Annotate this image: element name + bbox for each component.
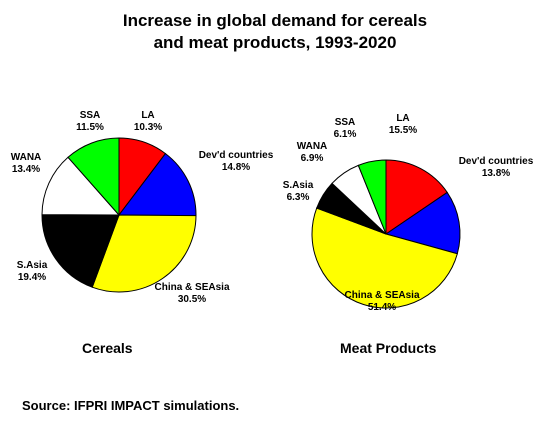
meat-value-dev-d-countries: 13.8% bbox=[482, 168, 510, 179]
cereals-caption: Cereals bbox=[82, 340, 133, 356]
title-line-2: and meat products, 1993-2020 bbox=[153, 33, 397, 52]
cereals-value-wana: 13.4% bbox=[12, 164, 40, 175]
cereals-value-s-asia: 19.4% bbox=[18, 272, 46, 283]
cereals-slice-s-asia bbox=[41, 214, 120, 288]
meat-slice-china-seasia bbox=[311, 207, 458, 309]
meat-slice-la bbox=[385, 159, 448, 235]
title-line-1: Increase in global demand for cereals bbox=[122, 11, 428, 30]
cereals-slice-ssa bbox=[67, 137, 120, 217]
cereals-label-s-asia: S.Asia bbox=[17, 260, 48, 271]
meat-label-la: LA bbox=[396, 113, 409, 124]
meat-label-dev-d-countries: Dev'd countries bbox=[459, 156, 534, 167]
meat-slice-dev-d-countries bbox=[384, 191, 461, 255]
source-note: Source: IFPRI IMPACT simulations. bbox=[22, 398, 240, 413]
cereals-label-china-seasia: China & SEAsia bbox=[154, 282, 229, 293]
cereals-slice-wana bbox=[41, 156, 121, 216]
cereals-label-ssa: SSA bbox=[80, 110, 101, 121]
meat-slice-ssa bbox=[357, 159, 387, 235]
cereals-slice-china-seasia bbox=[91, 214, 197, 293]
meat-label-china-seasia: China & SEAsia bbox=[344, 290, 419, 301]
meat-label-ssa: SSA bbox=[335, 117, 356, 128]
cereals-slice-dev-d-countries bbox=[118, 152, 197, 217]
cereals-value-china-seasia: 30.5% bbox=[178, 294, 206, 305]
meat-value-s-asia: 6.3% bbox=[287, 192, 310, 203]
cereals-value-la: 10.3% bbox=[134, 122, 162, 133]
meat-value-ssa: 6.1% bbox=[334, 129, 357, 140]
meat-value-wana: 6.9% bbox=[301, 153, 324, 164]
meat-value-la: 15.5% bbox=[389, 125, 417, 136]
cereals-label-wana: WANA bbox=[11, 152, 42, 163]
cereals-label-dev-d-countries: Dev'd countries bbox=[199, 150, 274, 161]
cereals-value-dev-d-countries: 14.8% bbox=[222, 162, 250, 173]
chart-title: Increase in global demand for cereals an… bbox=[0, 10, 550, 54]
cereals-value-ssa: 11.5% bbox=[76, 122, 104, 133]
cereals-label-la: LA bbox=[141, 110, 154, 121]
meat-label-s-asia: S.Asia bbox=[283, 180, 314, 191]
meat-caption: Meat Products bbox=[340, 340, 437, 356]
meat-value-china-seasia: 51.4% bbox=[368, 302, 396, 313]
meat-label-wana: WANA bbox=[297, 141, 328, 152]
